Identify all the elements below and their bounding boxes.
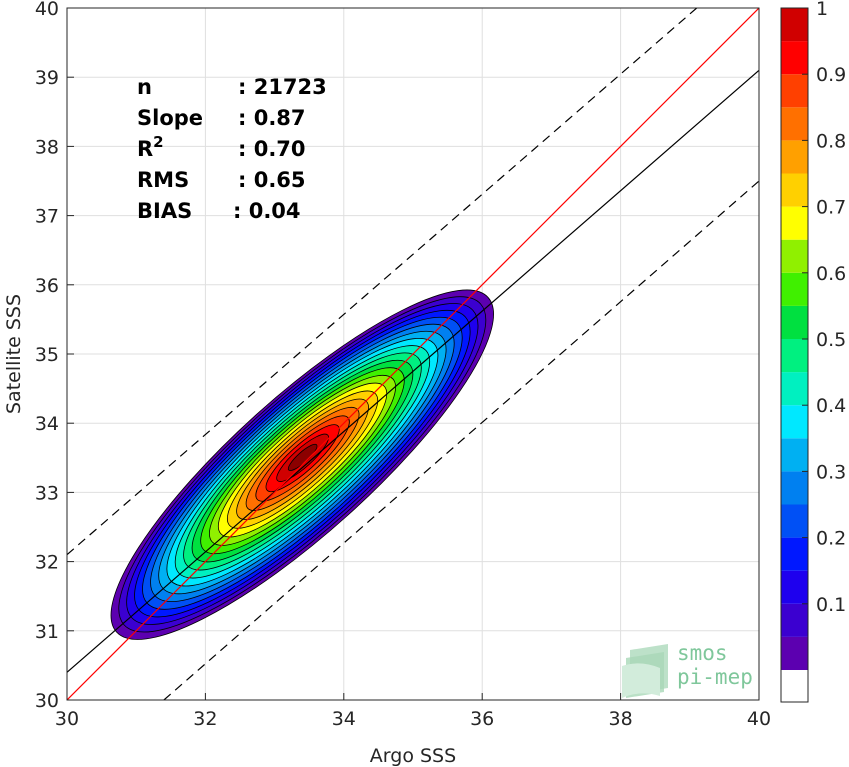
colorbar-band-2 <box>781 603 808 637</box>
stat-label: n <box>137 75 152 99</box>
one-to-one-line <box>67 8 759 700</box>
regression-line <box>67 69 759 673</box>
colorbar-tick-label: 1 <box>816 0 828 20</box>
colorbar <box>780 7 809 703</box>
x-tick-label: 32 <box>193 708 217 730</box>
colorbar-band-4 <box>781 537 808 571</box>
lower-bound-line <box>163 180 759 700</box>
upper-bound-line <box>67 8 698 556</box>
colorbar-tick-label: 0.4 <box>816 395 846 417</box>
colorbar-tick-label: 0.1 <box>816 594 846 616</box>
colorbar-band-5 <box>781 504 808 538</box>
colorbar-tick-label: 0.9 <box>816 64 846 86</box>
x-axis-label: Argo SSS <box>370 745 456 767</box>
colorbar-band-1 <box>781 636 808 670</box>
colorbar-frame <box>780 7 809 703</box>
colorbar-band-19 <box>781 41 808 75</box>
stat-value: : 0.65 <box>238 168 306 192</box>
colorbar-band-13 <box>781 239 808 273</box>
stat-label-text: R <box>137 137 153 161</box>
stat-value: : 0.04 <box>233 199 301 223</box>
colorbar-band-6 <box>781 471 808 505</box>
stat-value: : 21723 <box>238 75 327 99</box>
colorbar-band-16 <box>781 140 808 174</box>
colorbar-band-11 <box>781 305 808 339</box>
colorbar-tick-label: 0.5 <box>816 329 846 351</box>
logo-waves-icon <box>622 644 668 698</box>
colorbar-band-15 <box>781 173 808 207</box>
logo-line1: smos <box>677 641 728 665</box>
stat-label-superscript: 2 <box>153 133 163 151</box>
y-tick-label: 33 <box>35 482 59 504</box>
colorbar-band-17 <box>781 107 808 141</box>
colorbar-band-9 <box>781 372 808 406</box>
colorbar-tick-label: 0.3 <box>816 461 846 483</box>
y-tick-label: 31 <box>35 621 59 643</box>
colorbar-tick-label: 0.7 <box>816 197 846 219</box>
colorbar-band-0 <box>781 670 808 702</box>
stat-label: RMS <box>137 168 189 192</box>
x-tick-label: 30 <box>55 708 79 730</box>
colorbar-band-14 <box>781 206 808 240</box>
y-axis-ticks: 30 31 32 33 34 35 36 37 38 39 40 <box>35 0 74 712</box>
stat-label: R2 <box>137 133 164 161</box>
statistics-box: n : 21723 Slope : 0.87 R2 : 0.70 RMS : 0.65 BIAS… <box>137 75 327 223</box>
colorbar-band-18 <box>781 74 808 108</box>
y-tick-label: 36 <box>35 275 59 297</box>
x-tick-label: 38 <box>609 708 633 730</box>
stat-label-text: RMS <box>137 168 189 192</box>
x-tick-label: 36 <box>470 708 494 730</box>
y-tick-label: 30 <box>35 690 59 712</box>
colorbar-tick-label: 0.6 <box>816 263 846 285</box>
y-tick-label: 38 <box>35 136 59 158</box>
colorbar-band-8 <box>781 405 808 439</box>
colorbar-band-12 <box>781 272 808 306</box>
y-axis-label: Satellite SSS <box>3 294 25 414</box>
logo-line2: pi-mep <box>677 665 753 689</box>
colorbar-tick-label: 0.2 <box>816 528 846 550</box>
colorbar-band-20 <box>781 8 808 42</box>
colorbar-band-10 <box>781 339 808 373</box>
y-tick-label: 39 <box>35 67 59 89</box>
stat-label: Slope <box>137 106 203 130</box>
stat-value: : 0.70 <box>238 137 306 161</box>
stat-value: : 0.87 <box>238 106 306 130</box>
y-tick-label: 35 <box>35 344 59 366</box>
y-tick-label: 34 <box>35 413 59 435</box>
y-tick-label: 32 <box>35 552 59 574</box>
colorbar-band-3 <box>781 570 808 604</box>
y-tick-label: 40 <box>35 0 59 20</box>
colorbar-ticks: 0.1 0.2 0.3 0.4 0.5 0.6 0.7 0.8 0.9 1 <box>802 0 846 616</box>
y-tick-label: 37 <box>35 206 59 228</box>
stat-label-text: n <box>137 75 152 99</box>
smos-pi-mep-logo: smos pi-mep <box>622 641 753 698</box>
reference-lines <box>67 8 759 700</box>
stat-label-text: Slope <box>137 106 203 130</box>
x-axis-ticks: 30 32 34 36 38 40 <box>55 693 771 730</box>
colorbar-band-7 <box>781 438 808 472</box>
stat-label-text: BIAS <box>137 199 192 223</box>
stat-label: BIAS <box>137 199 192 223</box>
colorbar-tick-label: 0.8 <box>816 130 846 152</box>
x-tick-label: 34 <box>332 708 356 730</box>
x-tick-label: 40 <box>747 708 771 730</box>
